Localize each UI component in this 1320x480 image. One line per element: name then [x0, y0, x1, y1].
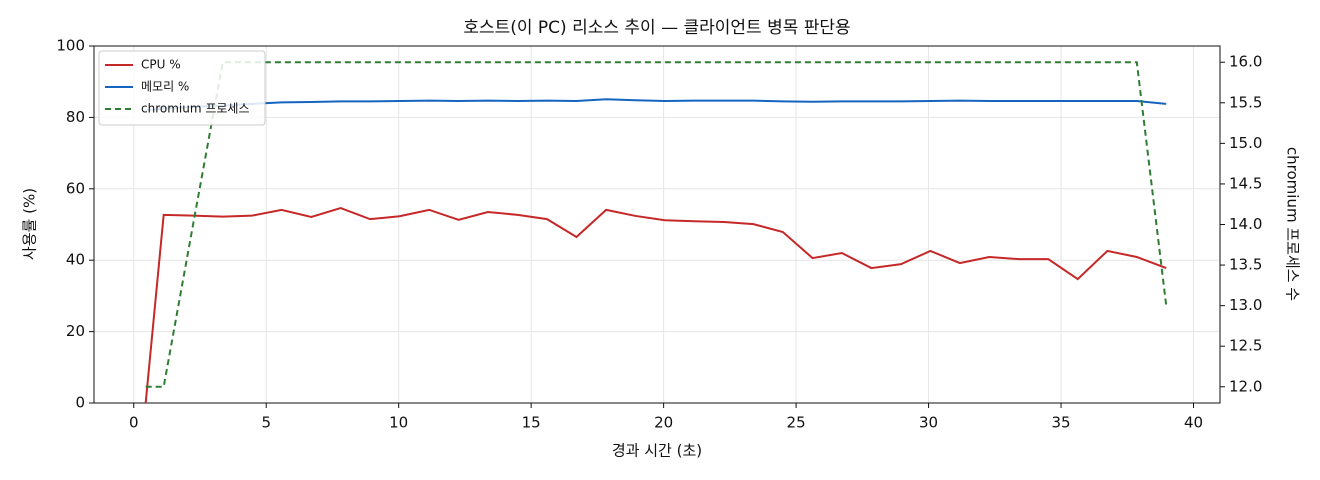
- x-tick-label: 20: [654, 414, 673, 432]
- y2-tick-label: 16.0: [1229, 53, 1262, 71]
- y-tick-label: 100: [56, 37, 85, 55]
- y-axis-label: 사용률 (%): [21, 188, 39, 260]
- chart-title: 호스트(이 PC) 리소스 추이 — 클라이언트 병목 판단용: [463, 18, 850, 38]
- legend-label: CPU %: [141, 58, 181, 72]
- y-tick-label: 80: [66, 108, 85, 126]
- y2-tick-label: 13.0: [1229, 296, 1262, 314]
- y2-tick-label: 15.5: [1229, 93, 1262, 111]
- y2-tick-label: 12.0: [1229, 377, 1262, 395]
- y2-tick-label: 14.5: [1229, 174, 1262, 192]
- y-tick-label: 0: [75, 394, 85, 412]
- x-tick-label: 25: [787, 414, 806, 432]
- x-tick-label: 10: [389, 414, 408, 432]
- series-line: [144, 207, 1167, 404]
- x-tick-label: 35: [1051, 414, 1070, 432]
- y2-axis-label: chromium 프로세스 수: [1284, 147, 1302, 301]
- legend-label: chromium 프로세스: [141, 102, 250, 116]
- x-tick-label: 40: [1184, 414, 1203, 432]
- legend-box: [98, 50, 266, 126]
- series-line: [145, 98, 1167, 112]
- x-tick-label: 5: [261, 414, 271, 432]
- x-tick-label: 15: [522, 414, 541, 432]
- y-tick-label: 60: [66, 179, 85, 197]
- x-tick-label: 30: [919, 414, 938, 432]
- legend: CPU % 메모리 % chromium 프로세스: [98, 50, 266, 126]
- y-tick-label: 40: [66, 251, 85, 269]
- y2-tick-label: 13.5: [1229, 256, 1262, 274]
- legend-label: 메모리 %: [141, 80, 189, 94]
- y2-tick-label: 14.0: [1229, 215, 1262, 233]
- plot-frame: [93, 45, 1221, 404]
- y2-tick-label: 15.0: [1229, 134, 1262, 152]
- series-line: [145, 61, 1168, 388]
- x-axis-label: 경과 시간 (초): [612, 442, 702, 460]
- x-tick-label: 0: [129, 414, 139, 432]
- y-tick-label: 20: [66, 322, 85, 340]
- y2-tick-label: 12.5: [1229, 337, 1262, 355]
